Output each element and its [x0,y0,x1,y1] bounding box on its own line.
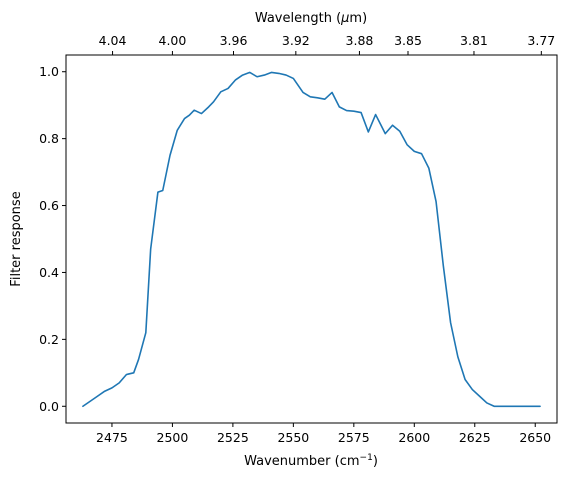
top-tick-label: 3.88 [346,33,374,48]
y-tick-label: 0.2 [39,332,59,347]
y-tick-label: 1.0 [39,64,59,79]
x-axis-ticks: 2475 2500 2525 2550 2575 2600 2625 2650 [96,423,551,445]
y-tick-label: 0.0 [39,399,59,414]
x-tick-label: 2625 [459,430,491,445]
plot-area [65,54,558,424]
top-tick-label: 3.77 [527,33,555,48]
x-tick-label: 2650 [519,430,551,445]
y-tick-label: 0.4 [39,265,59,280]
top-tick-label: 3.96 [220,33,248,48]
x-tick-label: 2575 [338,430,370,445]
x-tick-label: 2500 [157,430,189,445]
top-tick-label: 3.92 [282,33,310,48]
top-tick-label: 3.85 [394,33,422,48]
x-tick-label: 2600 [398,430,430,445]
y-axis-label: Filter response [9,191,24,286]
x-tick-label: 2550 [277,430,309,445]
top-axis-label: Wavelength (μm) [255,11,367,26]
x-tick-label: 2525 [217,430,249,445]
top-tick-label: 4.00 [159,33,187,48]
series-line [82,71,541,408]
top-tick-label: 3.81 [460,33,488,48]
top-tick-label: 4.04 [99,33,127,48]
top-axis-ticks: 4.04 4.00 3.96 3.92 3.88 3.85 3.81 3.77 [99,33,555,55]
y-tick-label: 0.6 [39,198,59,213]
y-axis-ticks: 0.0 0.2 0.4 0.6 0.8 1.0 [39,64,66,414]
x-tick-label: 2475 [96,430,128,445]
x-axis-label: Wavenumber (cm−1) [244,453,378,469]
y-tick-label: 0.8 [39,131,59,146]
